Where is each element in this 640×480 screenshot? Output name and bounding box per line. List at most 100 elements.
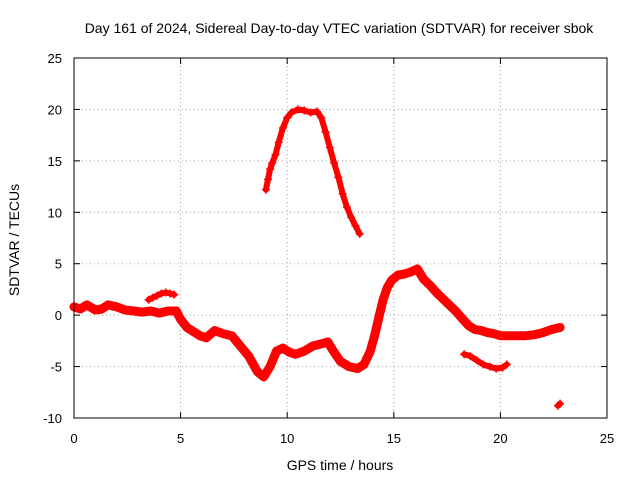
- data-point: [153, 291, 162, 300]
- data-point: [490, 329, 499, 338]
- data-point: [502, 360, 511, 369]
- data-point: [161, 288, 170, 297]
- data-point: [330, 348, 339, 357]
- data-point: [387, 276, 396, 285]
- data-point: [91, 306, 100, 314]
- data-point: [406, 267, 415, 276]
- y-tick-label: -5: [50, 360, 62, 375]
- data-point: [370, 331, 379, 340]
- data-point: [445, 300, 454, 309]
- data-point: [244, 352, 253, 361]
- data-point: [400, 270, 409, 278]
- data-point: [460, 350, 469, 359]
- y-tick-label: -10: [43, 411, 62, 426]
- data-point: [521, 331, 530, 340]
- data-point: [306, 108, 315, 117]
- data-point: [182, 323, 191, 332]
- data-point: [202, 333, 211, 342]
- data-point: [477, 326, 486, 335]
- data-point: [513, 331, 522, 340]
- data-point: [195, 331, 204, 340]
- y-tick-label: 5: [55, 257, 62, 272]
- data-point: [236, 342, 245, 350]
- data-point: [172, 307, 181, 316]
- data-point: [432, 288, 441, 297]
- data-point: [300, 347, 309, 356]
- data-point: [530, 330, 539, 339]
- data-point: [121, 306, 130, 314]
- data-point: [176, 315, 185, 324]
- data-point: [112, 302, 121, 311]
- data-point: [394, 271, 403, 280]
- data-point: [293, 105, 302, 114]
- data-point: [138, 308, 147, 317]
- data-point: [227, 331, 236, 340]
- data-point: [163, 307, 172, 316]
- data-point: [144, 295, 153, 304]
- data-point: [261, 185, 270, 194]
- data-point: [268, 158, 277, 167]
- data-point: [470, 325, 479, 334]
- data-point: [165, 289, 174, 298]
- data-point: [547, 325, 556, 334]
- data-point: [336, 357, 345, 366]
- data-point: [556, 323, 565, 332]
- data-point: [485, 362, 494, 371]
- data-point: [504, 331, 513, 340]
- x-tick-label: 25: [600, 431, 614, 446]
- data-point: [170, 290, 179, 299]
- data-point: [129, 307, 138, 316]
- data-point: [155, 309, 164, 318]
- data-point: [287, 108, 296, 117]
- plot-frame: [73, 57, 608, 419]
- data-point: [219, 329, 228, 338]
- data-point: [498, 363, 507, 372]
- data-point: [334, 173, 343, 182]
- y-tick-label: 25: [48, 51, 62, 66]
- data-point: [374, 313, 383, 322]
- data-point: [291, 350, 300, 359]
- x-tick-label: 10: [280, 431, 294, 446]
- y-tick-label: 15: [48, 154, 62, 169]
- data-point: [317, 339, 326, 348]
- data-series: [261, 105, 364, 238]
- data-point: [325, 143, 334, 152]
- data-point: [266, 165, 275, 174]
- data-point: [472, 356, 481, 365]
- data-point: [464, 321, 473, 330]
- data-point: [458, 314, 467, 323]
- data-series: [144, 288, 179, 304]
- x-tick-label: 5: [177, 431, 184, 446]
- x-tick-label: 0: [70, 431, 77, 446]
- data-point: [492, 364, 501, 373]
- data-point: [210, 326, 219, 335]
- data-point: [104, 300, 113, 309]
- data-point: [351, 221, 360, 230]
- data-point: [323, 337, 332, 346]
- data-point: [285, 348, 294, 357]
- data-layer: [69, 105, 565, 410]
- data-point: [556, 399, 565, 408]
- data-point: [413, 264, 422, 273]
- data-series: [553, 399, 565, 410]
- data-point: [342, 203, 351, 212]
- data-point: [330, 158, 339, 167]
- data-point: [266, 362, 275, 371]
- data-point: [82, 300, 91, 309]
- series-band: [69, 264, 565, 382]
- data-point: [264, 175, 273, 184]
- data-point: [379, 295, 388, 304]
- data-point: [308, 342, 317, 350]
- data-point: [496, 331, 505, 340]
- data-point: [366, 347, 375, 356]
- data-point: [483, 328, 492, 337]
- data-point: [383, 283, 392, 292]
- data-point: [148, 293, 157, 302]
- chart-title: Day 161 of 2024, Sidereal Day-to-day VTE…: [85, 20, 595, 36]
- data-point: [157, 289, 166, 298]
- data-point: [345, 362, 354, 371]
- data-point: [283, 113, 292, 122]
- data-point: [189, 327, 198, 336]
- data-point: [419, 275, 428, 284]
